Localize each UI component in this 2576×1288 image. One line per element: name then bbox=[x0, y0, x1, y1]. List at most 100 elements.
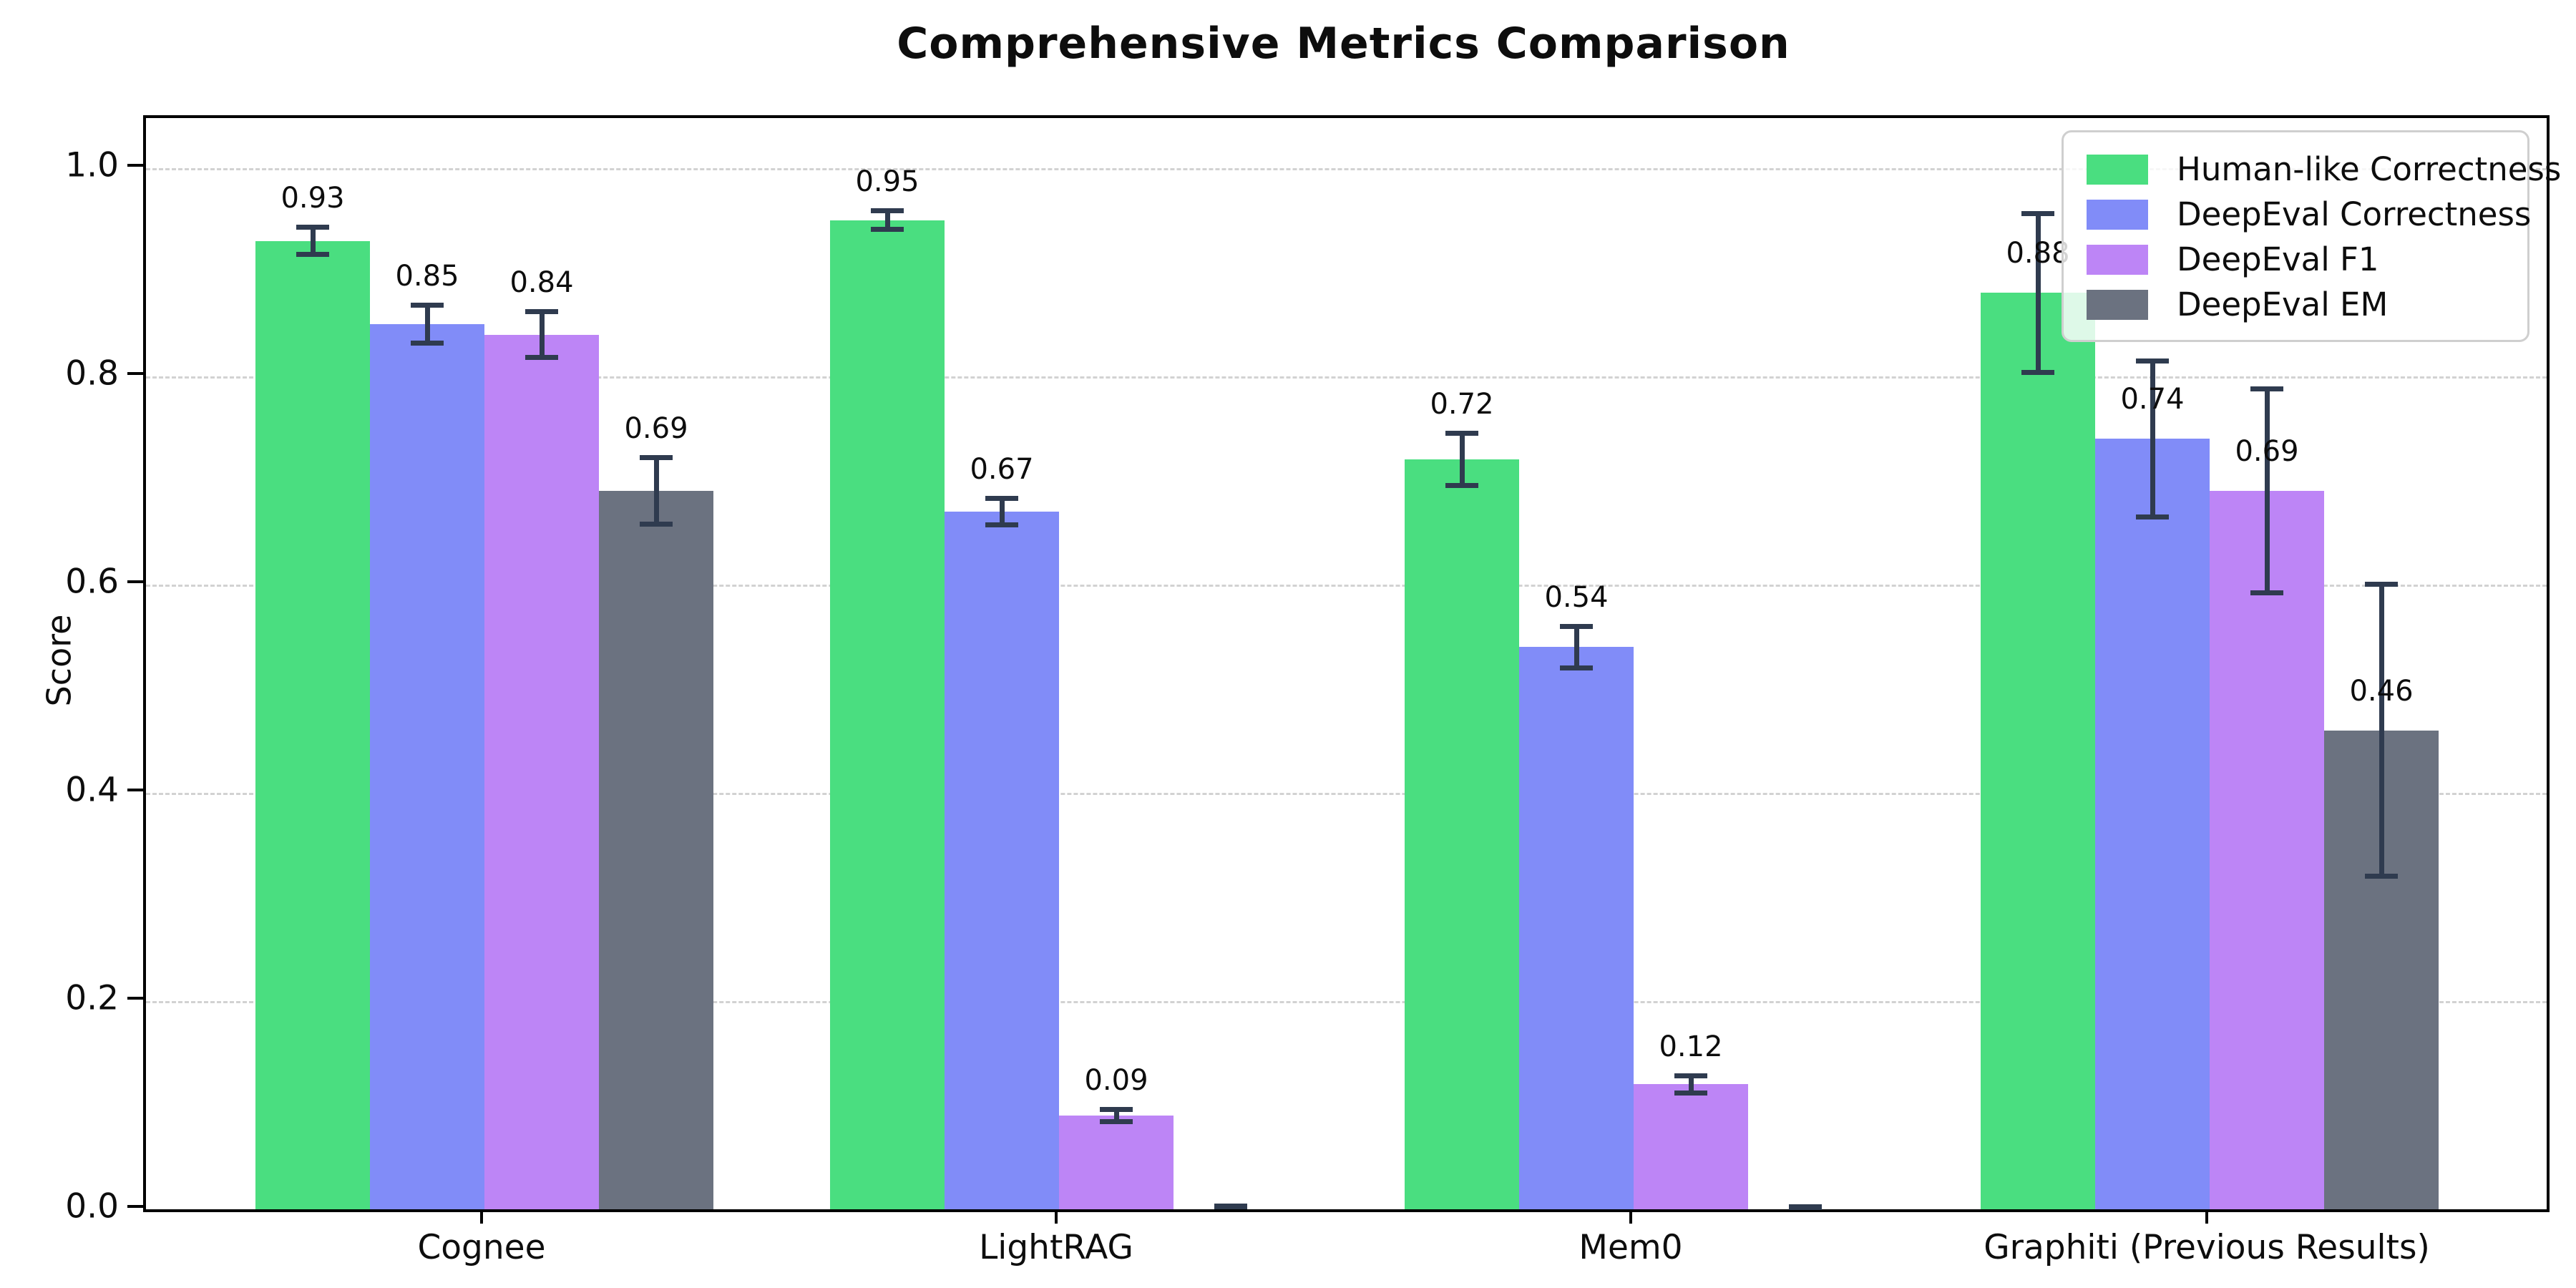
bar bbox=[370, 324, 484, 1209]
error-bar-line bbox=[2264, 389, 2270, 593]
gridline bbox=[146, 167, 2547, 170]
y-tick-mark bbox=[127, 163, 143, 167]
bar-value-label: 0.46 bbox=[2349, 674, 2414, 708]
error-bar-line bbox=[539, 311, 545, 358]
error-bar-line bbox=[871, 208, 904, 213]
error-bar-line bbox=[1100, 1119, 1133, 1125]
error-bar-line bbox=[310, 227, 316, 255]
legend-label: DeepEval F1 bbox=[2177, 240, 2379, 278]
error-bar-line bbox=[884, 210, 890, 230]
bar-value-label: 0.72 bbox=[1430, 388, 1494, 421]
error-bar-line bbox=[1674, 1073, 1707, 1079]
error-bar-line bbox=[1445, 431, 1478, 436]
bar bbox=[945, 512, 1059, 1209]
bar-value-label: 0.67 bbox=[970, 452, 1034, 486]
y-tick-mark bbox=[127, 371, 143, 375]
legend-swatch-icon bbox=[2087, 199, 2148, 230]
error-bar-line bbox=[1560, 623, 1593, 629]
error-bar-line bbox=[2136, 514, 2169, 519]
bar bbox=[1981, 293, 2095, 1209]
legend-label: DeepEval Correctness bbox=[2177, 195, 2532, 233]
error-bar-line bbox=[640, 522, 673, 527]
legend-swatch-icon bbox=[2087, 289, 2148, 320]
error-bar-line bbox=[653, 457, 659, 525]
x-tick-label: Cognee bbox=[417, 1228, 546, 1267]
legend-item: Human-like Correctness bbox=[2064, 147, 2561, 192]
error-bar-line bbox=[1100, 1106, 1133, 1112]
x-tick-mark bbox=[1629, 1209, 1632, 1224]
bar-value-label: 0.09 bbox=[1084, 1063, 1148, 1097]
error-bar-line bbox=[525, 355, 558, 361]
error-bar-line bbox=[2035, 213, 2041, 373]
error-bar-line bbox=[411, 303, 444, 308]
bar-value-label: 0.69 bbox=[2235, 434, 2299, 468]
error-bar-line bbox=[985, 522, 1018, 528]
error-bar-line bbox=[2379, 584, 2384, 877]
error-bar-line bbox=[1113, 1109, 1119, 1122]
legend-item: DeepEval F1 bbox=[2064, 237, 2527, 282]
bar bbox=[1519, 647, 1634, 1209]
error-bar-line bbox=[2365, 873, 2398, 879]
error-bar-line bbox=[1574, 626, 1579, 668]
legend-item: DeepEval EM bbox=[2064, 282, 2527, 327]
bar bbox=[1405, 459, 1519, 1209]
gridline bbox=[146, 376, 2547, 379]
bar bbox=[599, 490, 713, 1209]
error-bar-line bbox=[1445, 483, 1478, 489]
x-tick-mark bbox=[1055, 1209, 1058, 1224]
y-tick-label: 0.8 bbox=[65, 353, 119, 394]
error-bar-line bbox=[411, 340, 444, 346]
bar bbox=[830, 220, 945, 1209]
x-tick-mark bbox=[2205, 1209, 2208, 1224]
error-bar-line bbox=[1688, 1075, 1694, 1093]
error-bar-line bbox=[985, 495, 1018, 501]
bar-value-label: 0.95 bbox=[855, 165, 919, 199]
x-tick-mark bbox=[480, 1209, 483, 1224]
y-tick-mark bbox=[127, 996, 143, 1000]
error-bar-line bbox=[1674, 1090, 1707, 1096]
error-bar-line bbox=[2021, 369, 2054, 375]
bar-value-label: 0.74 bbox=[2120, 383, 2185, 416]
chart-title: Comprehensive Metrics Comparison bbox=[897, 19, 1790, 69]
error-bar-line bbox=[1789, 1204, 1822, 1209]
legend-label: DeepEval EM bbox=[2177, 286, 2389, 323]
legend-swatch-icon bbox=[2087, 244, 2148, 275]
error-bar-line bbox=[2150, 361, 2155, 517]
error-bar-line bbox=[2365, 582, 2398, 587]
bar bbox=[1634, 1084, 1748, 1209]
legend-swatch-icon bbox=[2087, 154, 2148, 185]
gridline bbox=[146, 1000, 2547, 1003]
bar bbox=[255, 240, 370, 1209]
y-tick-mark bbox=[127, 788, 143, 791]
error-bar-line bbox=[2250, 590, 2283, 596]
error-bar-line bbox=[424, 305, 430, 343]
legend: Human-like Correctness DeepEval Correctne… bbox=[2062, 130, 2561, 342]
bar-value-label: 0.84 bbox=[509, 266, 574, 300]
x-tick-label: Graphiti (Previous Results) bbox=[1984, 1228, 2430, 1267]
error-bar-line bbox=[1560, 665, 1593, 670]
y-tick-mark bbox=[127, 580, 143, 583]
y-tick-label: 0.0 bbox=[65, 1186, 119, 1226]
x-tick-label: LightRAG bbox=[979, 1228, 1133, 1267]
error-bar-line bbox=[871, 227, 904, 233]
error-bar-line bbox=[2250, 386, 2283, 391]
bar-value-label: 0.12 bbox=[1659, 1030, 1723, 1064]
y-tick-label: 1.0 bbox=[65, 145, 119, 185]
bar-value-label: 0.69 bbox=[624, 411, 688, 445]
error-bar-line bbox=[296, 252, 329, 258]
y-tick-label: 0.2 bbox=[65, 978, 119, 1018]
error-bar-line bbox=[525, 309, 558, 315]
bar-value-label: 0.93 bbox=[280, 182, 345, 215]
bar-value-label: 0.88 bbox=[2006, 237, 2070, 270]
error-bar-line bbox=[999, 498, 1005, 525]
error-bar-line bbox=[2136, 358, 2169, 364]
bar bbox=[2210, 490, 2324, 1209]
gridline bbox=[146, 792, 2547, 795]
error-bar-line bbox=[1214, 1204, 1247, 1209]
legend-label: Human-like Correctness bbox=[2177, 150, 2562, 188]
y-tick-label: 0.4 bbox=[65, 770, 119, 810]
gridline bbox=[146, 584, 2547, 587]
y-tick-label: 0.6 bbox=[65, 562, 119, 602]
bar-value-label: 0.54 bbox=[1544, 580, 1609, 614]
